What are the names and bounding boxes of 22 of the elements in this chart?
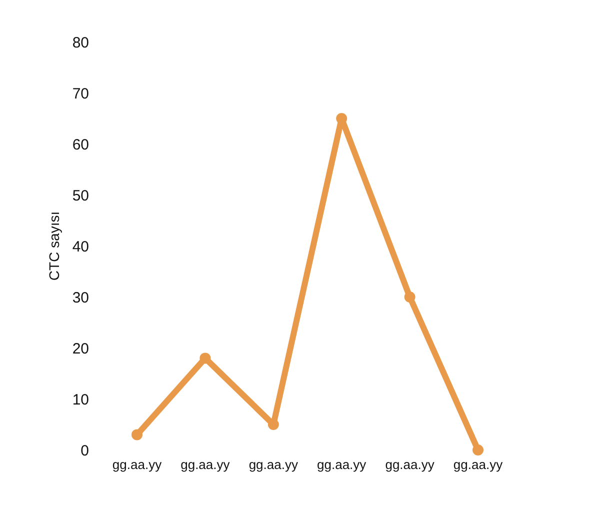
- y-tick-label: 0: [80, 442, 89, 460]
- x-tick-label: gg.aa.yy: [112, 457, 162, 472]
- x-tick-label: gg.aa.yy: [248, 457, 298, 472]
- y-tick-label: 80: [72, 34, 89, 52]
- point: [268, 419, 279, 430]
- y-tick-label: 70: [72, 85, 89, 102]
- point: [404, 292, 416, 302]
- y-tick-label: 60: [72, 136, 89, 154]
- x-tick-label: gg.aa.yy: [317, 457, 367, 472]
- point: [336, 113, 348, 124]
- x-tick-label: gg.aa.yy: [453, 457, 504, 472]
- point: [200, 352, 211, 364]
- x-tick-label: gg.aa.yy: [180, 457, 230, 472]
- y-tick-label: 30: [72, 289, 89, 306]
- x-tick-label: gg.aa.yy: [385, 457, 435, 472]
- point: [132, 429, 142, 440]
- y-axis-title: CTC sayısı: [46, 211, 62, 281]
- y-tick-label: 20: [72, 340, 89, 358]
- point: [472, 444, 484, 456]
- y-tick-label: 10: [72, 391, 89, 408]
- y-tick-label: 50: [72, 187, 89, 204]
- y-tick-label: 40: [72, 238, 89, 256]
